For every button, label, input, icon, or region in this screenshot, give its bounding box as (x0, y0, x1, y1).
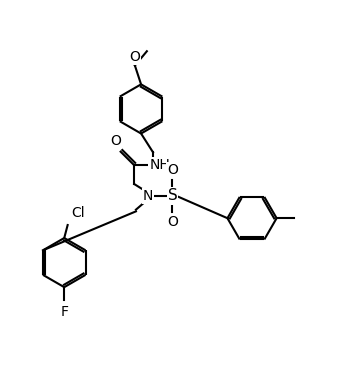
Text: NH: NH (150, 158, 170, 172)
Text: S: S (168, 189, 177, 203)
Text: F: F (60, 305, 68, 319)
Text: O: O (110, 134, 121, 148)
Text: O: O (167, 163, 178, 177)
Text: O: O (129, 50, 140, 64)
Text: O: O (167, 215, 178, 229)
Text: N: N (143, 189, 153, 203)
Text: Cl: Cl (71, 206, 85, 220)
